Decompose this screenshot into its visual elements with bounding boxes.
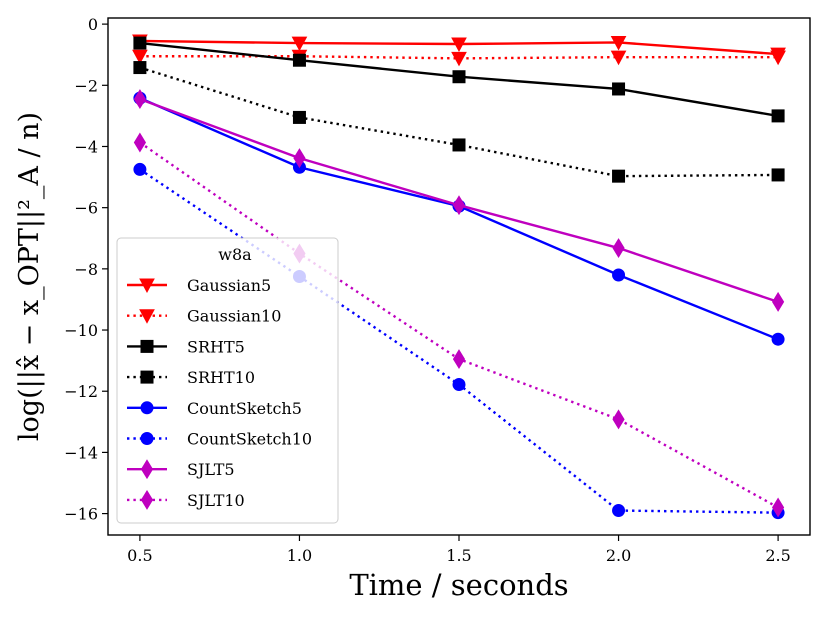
data-point: [132, 49, 148, 65]
legend-marker: [139, 278, 155, 294]
data-point: [133, 132, 146, 153]
legend-marker: [140, 401, 154, 415]
y-tick-label: −4: [74, 137, 98, 156]
data-point: [292, 110, 306, 124]
series-SJLT5: [133, 89, 785, 312]
data-point: [610, 35, 627, 51]
x-axis-title: Time / seconds: [349, 568, 568, 602]
data-point: [452, 70, 466, 84]
legend-label: Gaussian5: [187, 276, 271, 295]
series-SRHT5: [133, 36, 785, 123]
series-line: [139, 66, 779, 178]
legend-item: SJLT10: [127, 489, 245, 510]
x-tick-label: 1.5: [446, 546, 471, 565]
data-point: [771, 332, 785, 346]
data-point: [293, 148, 306, 169]
legend-item: SJLT5: [127, 459, 235, 480]
data-point: [133, 61, 147, 75]
data-point: [612, 268, 626, 282]
legend-item: Gaussian5: [127, 276, 271, 295]
legend-title: w8a: [218, 245, 252, 264]
data-point: [771, 168, 785, 182]
legend-label: SRHT5: [187, 337, 245, 356]
y-axis-title: log(||x̂ − x_OPT||²_A / n): [14, 112, 45, 441]
legend-label: Gaussian10: [187, 307, 281, 326]
data-point: [610, 50, 627, 66]
legend-label: CountSketch5: [187, 399, 302, 418]
data-point: [451, 51, 467, 67]
legend-item: Gaussian10: [127, 307, 281, 326]
data-point: [133, 36, 147, 50]
legend-item: CountSketch5: [127, 399, 302, 418]
legend-marker: [140, 370, 154, 384]
data-point: [612, 169, 626, 183]
legend: w8a Gaussian5 Gaussian10 SRHT5 SRHT10 CountSk…: [116, 237, 339, 524]
legend-marker: [140, 459, 154, 480]
legend-label: SJLT5: [187, 460, 235, 479]
y-tick-label: −16: [64, 505, 98, 524]
data-point: [770, 50, 786, 66]
legend-item: SRHT10: [127, 368, 255, 387]
data-point: [771, 109, 785, 123]
data-point: [772, 497, 785, 518]
legend-label: SRHT10: [187, 368, 255, 387]
y-tick-label: −2: [74, 76, 98, 95]
legend-label: SJLT10: [187, 491, 245, 510]
data-point: [451, 37, 467, 53]
data-point: [291, 36, 308, 52]
x-tick-label: 1.0: [287, 546, 312, 565]
data-point: [612, 82, 626, 96]
data-point: [133, 89, 146, 110]
y-tick-label: −6: [74, 199, 98, 218]
data-point: [292, 53, 306, 67]
data-point: [452, 377, 466, 391]
ticks-layer: 0.5 1.0 1.5 2.0 2.5 0 −2 −4 −6 −8 −10 −12 −14 −16: [64, 15, 791, 565]
x-tick-label: 2.0: [606, 546, 631, 565]
legend-item: CountSketch10: [127, 430, 312, 449]
data-point: [612, 504, 626, 518]
series-line: [139, 55, 779, 60]
legend-label: CountSketch10: [187, 430, 312, 449]
y-tick-label: −8: [74, 260, 98, 279]
y-tick-label: −12: [64, 382, 98, 401]
data-point: [452, 138, 466, 152]
data-point: [133, 162, 147, 176]
x-tick-label: 2.5: [765, 546, 790, 565]
legend-marker: [140, 432, 154, 445]
data-point: [612, 409, 625, 430]
y-tick-label: −14: [64, 443, 98, 462]
data-point: [452, 349, 466, 370]
x-tick-label: 0.5: [127, 546, 152, 565]
y-tick-label: 0: [88, 15, 98, 34]
data-point: [612, 238, 625, 259]
legend-item: SRHT5: [127, 337, 245, 356]
legend-marker: [140, 339, 154, 353]
data-point: [452, 195, 466, 216]
data-point: [772, 291, 785, 312]
legend-marker: [140, 489, 154, 510]
legend-marker: [139, 309, 155, 324]
y-tick-label: −10: [64, 321, 98, 340]
legend-box: [116, 237, 339, 524]
series-SRHT10: [133, 61, 785, 183]
